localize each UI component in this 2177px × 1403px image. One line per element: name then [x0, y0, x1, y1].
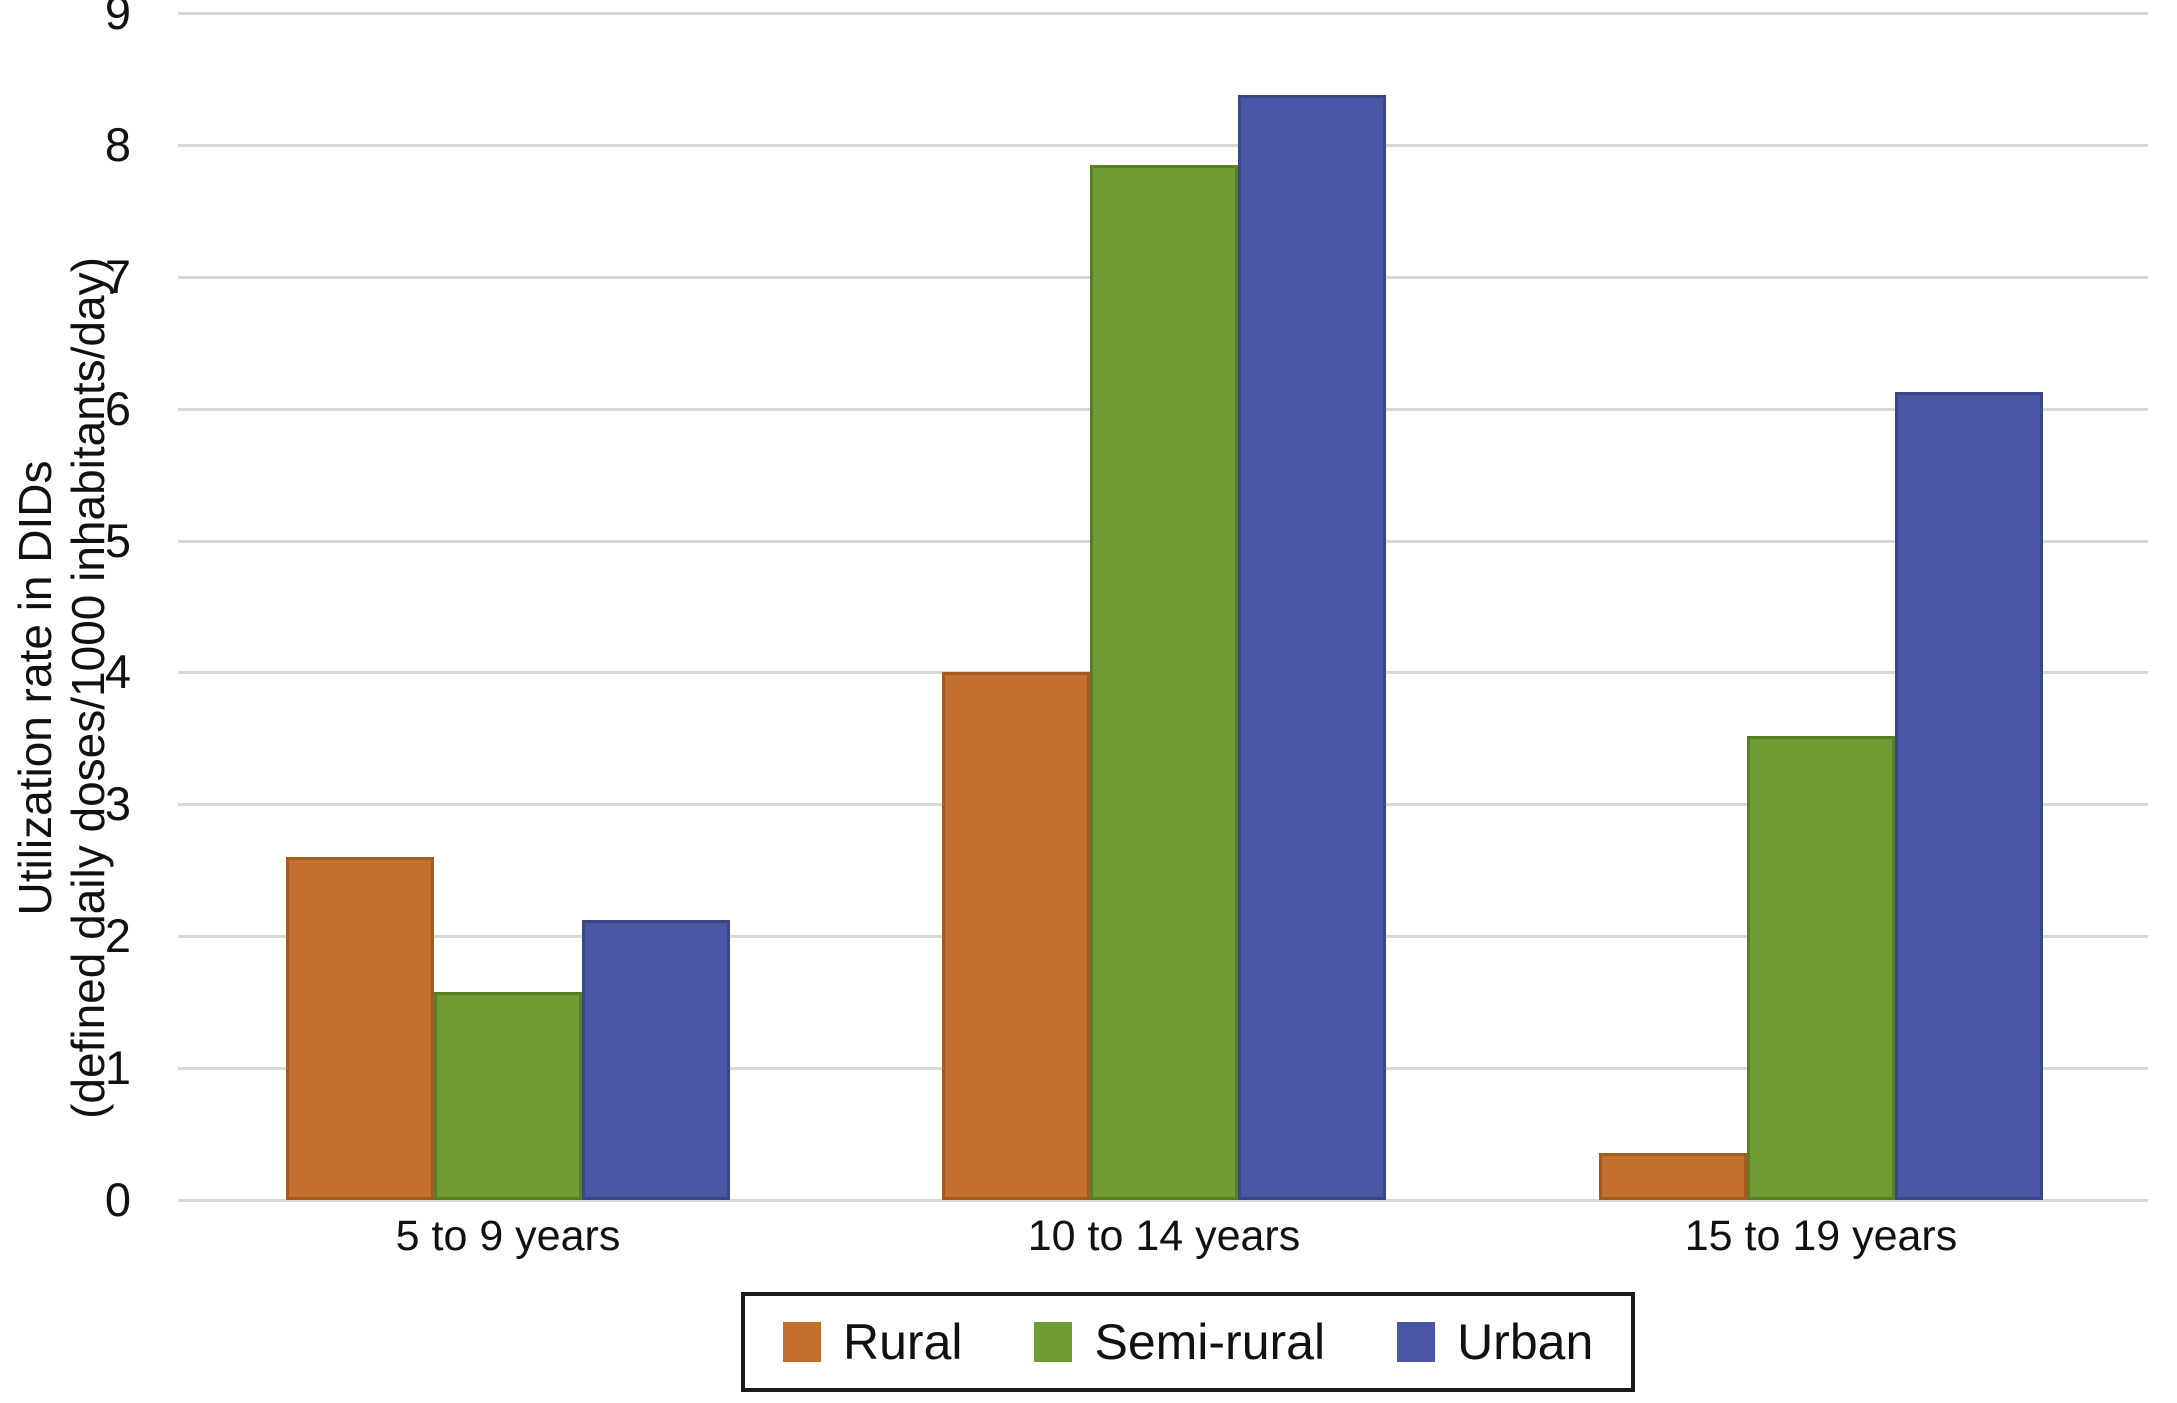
y-tick-label-4: 4: [104, 645, 131, 699]
gridline-y-0: [178, 1199, 2148, 1202]
bar-rural-15-to-19-years: [1599, 1153, 1747, 1200]
plot-area: 0 1 2 3 4 5 6 7 8 9: [105, 0, 2148, 1224]
gridline-y-8: [178, 143, 2148, 147]
y-tick-label-7: 7: [104, 249, 131, 303]
legend-swatch-semi-rural: [1034, 1322, 1073, 1362]
legend-label-semi-rural: Semi-rural: [1094, 1314, 1326, 1370]
x-tick-label-15-to-19-years: 15 to 19 years: [1684, 1212, 1958, 1260]
bar-urban-5-to-9-years: [582, 920, 730, 1200]
y-tick-label-1: 1: [104, 1041, 131, 1095]
legend-swatch-urban: [1397, 1322, 1436, 1362]
legend-swatch-rural: [783, 1322, 821, 1362]
y-tick-label-6: 6: [104, 381, 131, 435]
y-tick-label-2: 2: [104, 909, 131, 963]
x-tick-label-10-to-14-years: 10 to 14 years: [1027, 1212, 1301, 1260]
x-tick-label-5-to-9-years: 5 to 9 years: [395, 1212, 621, 1260]
bar-urban-10-to-14-years: [1238, 95, 1386, 1200]
gridline-y-9: [178, 12, 2148, 15]
y-tick-label-5: 5: [104, 513, 131, 567]
bar-semi-rural-15-to-19-years: [1747, 736, 1895, 1200]
bar-semi-rural-5-to-9-years: [434, 992, 582, 1200]
y-tick-label-3: 3: [104, 777, 131, 831]
legend-label-rural: Rural: [843, 1314, 963, 1370]
bar-rural-5-to-9-years: [286, 857, 434, 1200]
legend-item-rural: Rural: [783, 1316, 962, 1368]
legend-item-urban: Urban: [1397, 1316, 1593, 1368]
legend: Rural Semi-rural Urban: [741, 1292, 1635, 1392]
y-tick-label-8: 8: [104, 117, 131, 171]
legend-label-urban: Urban: [1457, 1314, 1594, 1370]
y-tick-label-0: 0: [104, 1173, 131, 1226]
bar-urban-15-to-19-years: [1895, 392, 2043, 1200]
legend-item-semi-rural: Semi-rural: [1034, 1316, 1325, 1368]
bar-rural-10-to-14-years: [942, 672, 1090, 1200]
bar-semi-rural-10-to-14-years: [1090, 165, 1238, 1200]
y-tick-label-9: 9: [104, 0, 131, 39]
